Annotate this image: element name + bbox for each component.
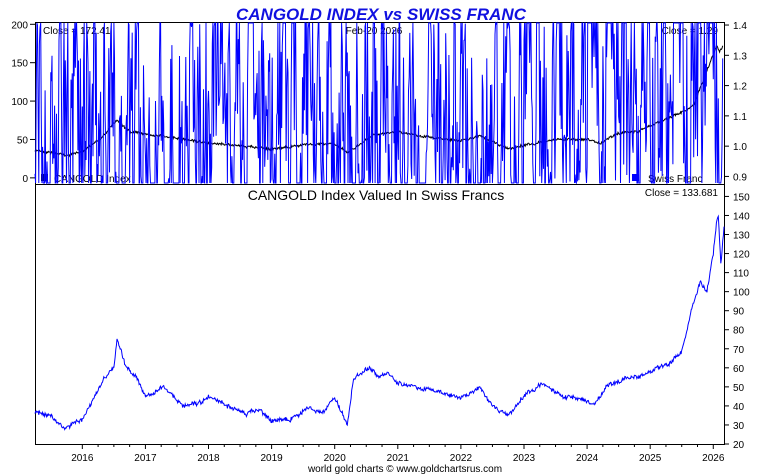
bottom-right-tick-label: 80 — [733, 326, 745, 337]
bottom-right-tick-label: 90 — [733, 307, 745, 318]
top-right-tick-label: 1.1 — [733, 112, 747, 123]
x-tick-label: 2022 — [450, 453, 473, 464]
bottom-series — [34, 214, 725, 431]
bottom-right-tick-label: 110 — [733, 269, 749, 280]
bottom-right-tick-label: 60 — [733, 364, 745, 375]
bottom-right-tick-label: 20 — [733, 440, 745, 451]
top-left-tick-label: 50 — [17, 135, 29, 146]
bottom-right-axis: 20 30 40 50 60 70 80 90 100 110 120 130 140 150 — [724, 192, 750, 451]
bottom-right-tick-label: 40 — [733, 402, 745, 413]
legend-label-cangold: CANGOLD Index — [54, 174, 131, 185]
top-right-tick-label: 1.2 — [733, 82, 747, 93]
bottom-right-tick-label: 140 — [733, 211, 750, 222]
x-tick-label: 2021 — [387, 453, 410, 464]
bottom-right-tick-label: 50 — [733, 383, 745, 394]
top-right-tick-label: 1.4 — [733, 21, 747, 32]
bottom-right-tick-label: 100 — [733, 288, 750, 299]
x-tick-label: 2019 — [260, 453, 283, 464]
top-left-tick-label: 0 — [22, 174, 28, 185]
top-left-tick-label: 150 — [11, 59, 28, 70]
bottom-right-tick-label: 130 — [733, 231, 750, 242]
top-right-axis: 0.9 1.0 1.1 1.2 1.3 1.4 — [724, 21, 747, 183]
x-tick-label: 2024 — [576, 453, 599, 464]
top-right-tick-label: 1.3 — [733, 51, 747, 62]
bottom-close: Close = 133.681 — [645, 188, 719, 199]
bottom-right-tick-label: 30 — [733, 421, 745, 432]
chart-title: CANGOLD INDEX vs SWISS FRANC — [236, 5, 527, 24]
x-axis: 2016 2017 2018 2019 2020 2021 2022 2023 2024 2025… — [71, 444, 725, 464]
x-tick-label: 2025 — [639, 453, 662, 464]
cangold-in-francs-line — [34, 214, 725, 431]
top-series — [34, 21, 724, 185]
x-tick-label: 2017 — [134, 453, 157, 464]
top-right-tick-label: 1.0 — [733, 142, 747, 153]
top-left-tick-label: 200 — [11, 20, 28, 31]
bottom-right-tick-label: 150 — [733, 192, 750, 203]
bottom-right-tick-label: 120 — [733, 250, 750, 261]
bottom-panel: CANGOLD Index Valued In Swiss Francs Clo… — [34, 187, 750, 451]
top-right-tick-label: 0.9 — [733, 172, 747, 183]
x-tick-label: 2023 — [513, 453, 536, 464]
top-left-tick-label: 100 — [11, 97, 28, 108]
swiss-franc-line — [34, 21, 724, 185]
bottom-right-tick-label: 70 — [733, 345, 745, 356]
top-left-axis: 0 50 100 150 200 — [11, 20, 35, 185]
footer-credit: world gold charts © www.goldchartsrus.co… — [307, 464, 502, 475]
plot-frame — [35, 22, 725, 445]
x-tick-label: 2020 — [324, 453, 347, 464]
x-tick-label: 2026 — [702, 453, 725, 464]
top-panel: Close = 172.41 Feb-20 2026 Close = 1.29 … — [11, 20, 747, 185]
legend-swatch-franc — [632, 174, 639, 181]
x-tick-label: 2016 — [71, 453, 94, 464]
x-tick-label: 2018 — [197, 453, 220, 464]
top-close-right: Close = 1.29 — [662, 26, 719, 37]
bottom-panel-title: CANGOLD Index Valued In Swiss Francs — [248, 187, 505, 203]
legend-label-franc: Swiss Franc — [648, 174, 702, 185]
